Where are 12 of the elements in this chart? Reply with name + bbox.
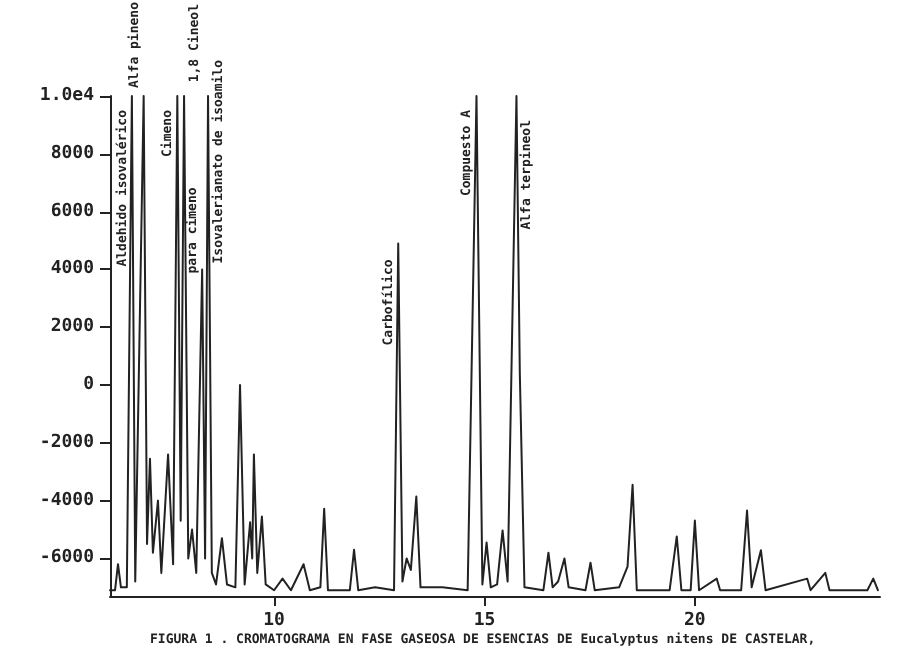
y-tick-label: 2000 xyxy=(50,317,94,338)
y-tick-label: 4000 xyxy=(50,259,94,280)
y-tick-label: 0 xyxy=(83,375,94,396)
y-tick-label: -2000 xyxy=(39,432,94,453)
x-tick-label: 10 xyxy=(263,611,285,631)
x-tick-label: 20 xyxy=(684,611,706,631)
y-tick-label: 8000 xyxy=(50,143,94,164)
y-tick-label: 1.0e4 xyxy=(39,86,96,106)
y-tick-label: -4000 xyxy=(39,490,94,511)
y-tick-label: -6000 xyxy=(39,548,94,569)
y-tick-label: 6000 xyxy=(50,201,94,222)
x-tick-label: 15 xyxy=(473,611,496,631)
